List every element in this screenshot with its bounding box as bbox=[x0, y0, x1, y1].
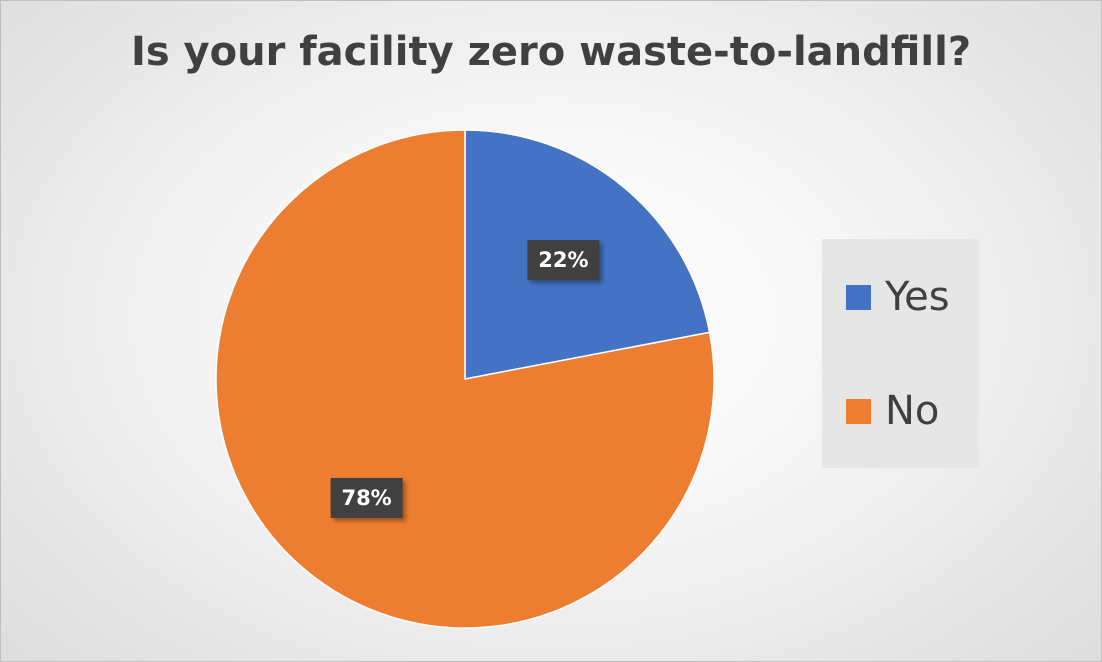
legend-swatch-yes bbox=[846, 284, 871, 310]
legend: Yes No bbox=[822, 239, 979, 468]
legend-label-yes: Yes bbox=[885, 274, 950, 320]
legend-label-no: No bbox=[885, 388, 940, 434]
legend-swatch-no bbox=[846, 398, 871, 424]
data-label-text: 78% bbox=[341, 486, 391, 510]
pie-slices bbox=[215, 129, 715, 629]
data-label-box bbox=[527, 240, 600, 281]
data-label-text: 22% bbox=[538, 248, 588, 272]
data-label-yes: 22% bbox=[527, 240, 600, 281]
chart-title: Is your facility zero waste-to-landfill? bbox=[130, 29, 972, 75]
legend-item-no: No bbox=[846, 386, 939, 436]
data-label-no: 78% bbox=[330, 477, 403, 518]
data-label-box bbox=[330, 477, 403, 518]
legend-item-yes: Yes bbox=[846, 272, 950, 322]
pie-data-labels: 22% 78% bbox=[330, 240, 600, 518]
